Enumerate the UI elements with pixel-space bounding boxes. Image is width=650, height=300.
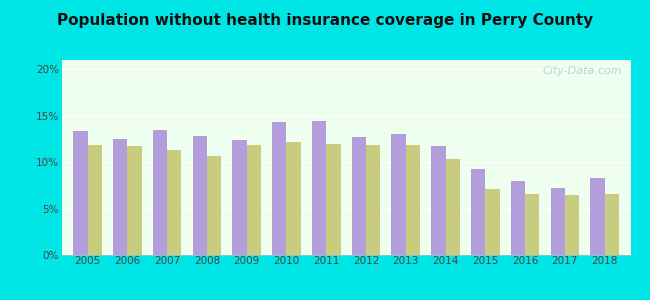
- Text: Population without health insurance coverage in Perry County: Population without health insurance cove…: [57, 14, 593, 28]
- Bar: [88, 145, 102, 255]
- Bar: [113, 139, 127, 255]
- Bar: [247, 145, 261, 255]
- Bar: [604, 194, 619, 255]
- Bar: [272, 122, 287, 255]
- Bar: [207, 156, 221, 255]
- Bar: [525, 194, 540, 255]
- Bar: [431, 146, 445, 255]
- Bar: [153, 130, 167, 255]
- Bar: [352, 137, 366, 255]
- Bar: [565, 195, 579, 255]
- Bar: [127, 146, 142, 255]
- Bar: [445, 159, 460, 255]
- Bar: [287, 142, 301, 255]
- Bar: [486, 189, 500, 255]
- Bar: [406, 146, 420, 255]
- Bar: [471, 169, 486, 255]
- Bar: [590, 178, 605, 255]
- Bar: [551, 188, 565, 255]
- Bar: [391, 134, 406, 255]
- Bar: [167, 150, 181, 255]
- Bar: [73, 130, 88, 255]
- Bar: [326, 144, 341, 255]
- Text: City-Data.com: City-Data.com: [543, 66, 622, 76]
- Bar: [366, 145, 380, 255]
- Bar: [192, 136, 207, 255]
- Bar: [511, 181, 525, 255]
- Bar: [312, 121, 326, 255]
- Bar: [232, 140, 247, 255]
